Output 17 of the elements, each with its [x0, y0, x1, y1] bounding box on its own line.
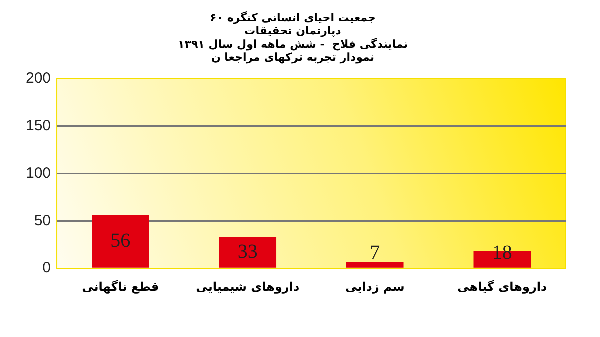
data-label: 56: [110, 230, 131, 252]
data-label: 7: [370, 242, 380, 264]
x-tick-label: داروهای شیمیایی: [196, 280, 300, 294]
bar: [219, 237, 277, 268]
y-tick-label: 200: [26, 70, 52, 87]
y-tick-label: 100: [26, 164, 52, 182]
y-tick-label: 50: [34, 212, 52, 230]
y-tick-label: 150: [26, 117, 52, 134]
x-tick-label: سم زدایی: [346, 280, 405, 294]
data-label: 33: [238, 240, 258, 263]
y-tick-label: 0: [42, 260, 52, 277]
bar: [346, 262, 404, 268]
x-tick-label: قطع ناگهانی: [82, 280, 160, 294]
chart-title: جمعیت احیای انسانی کنگره ۶۰: [210, 11, 376, 24]
x-tick-label: داروهای گیاهی: [458, 280, 548, 294]
chart-subtitle: دپارتمان تحقیقات نمایندگی فلاح - شش ماهه اول سال ۱۳۹۱ نمودار تجربه ترکهای مراجعا ن: [178, 24, 408, 64]
bar: [92, 215, 150, 268]
